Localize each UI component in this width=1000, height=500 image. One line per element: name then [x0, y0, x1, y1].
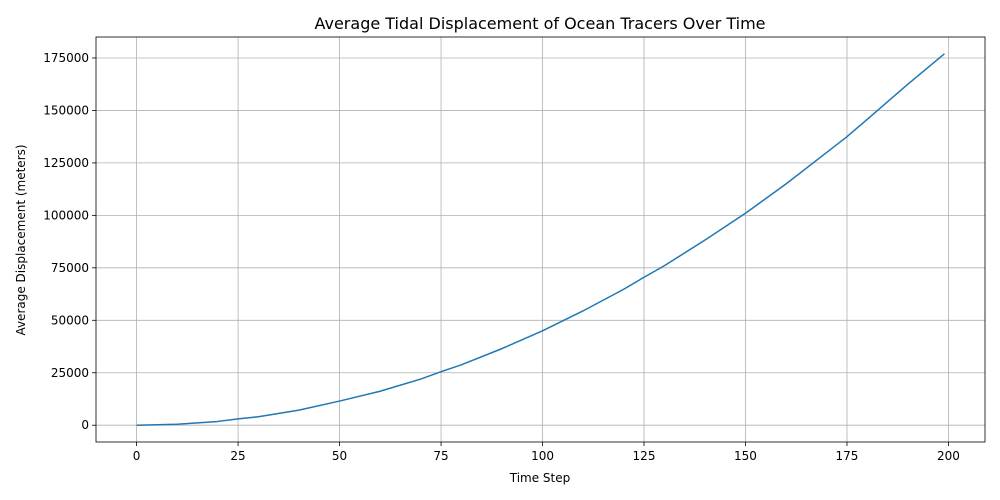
y-tick-label: 125000 [43, 156, 89, 170]
axis-ticks: 0 25 50 75 100 125 150 175 200 0 25000 50000 75000 10… [43, 51, 960, 463]
x-tick-label: 75 [433, 449, 448, 463]
y-tick-label: 175000 [43, 51, 89, 65]
x-tick-label: 125 [633, 449, 656, 463]
chart-title: Average Tidal Displacement of Ocean Trac… [314, 14, 765, 33]
x-tick-label: 200 [937, 449, 960, 463]
x-tick-label: 175 [836, 449, 859, 463]
x-tick-label: 50 [332, 449, 347, 463]
series-line [136, 53, 945, 426]
x-axis-label: Time Step [509, 471, 571, 485]
grid-lines [96, 37, 985, 442]
series-layer [136, 53, 945, 426]
y-tick-label: 50000 [51, 313, 89, 327]
y-tick-label: 75000 [51, 261, 89, 275]
plot-frame [95, 36, 986, 443]
x-tick-label: 25 [230, 449, 245, 463]
y-tick-label: 0 [81, 418, 89, 432]
x-tick-label: 0 [133, 449, 141, 463]
y-axis-label: Average Displacement (meters) [14, 144, 28, 335]
x-tick-label: 100 [531, 449, 554, 463]
y-tick-label: 100000 [43, 208, 89, 222]
x-tick-label: 150 [734, 449, 757, 463]
y-tick-label: 25000 [51, 366, 89, 380]
y-tick-label: 150000 [43, 103, 89, 117]
